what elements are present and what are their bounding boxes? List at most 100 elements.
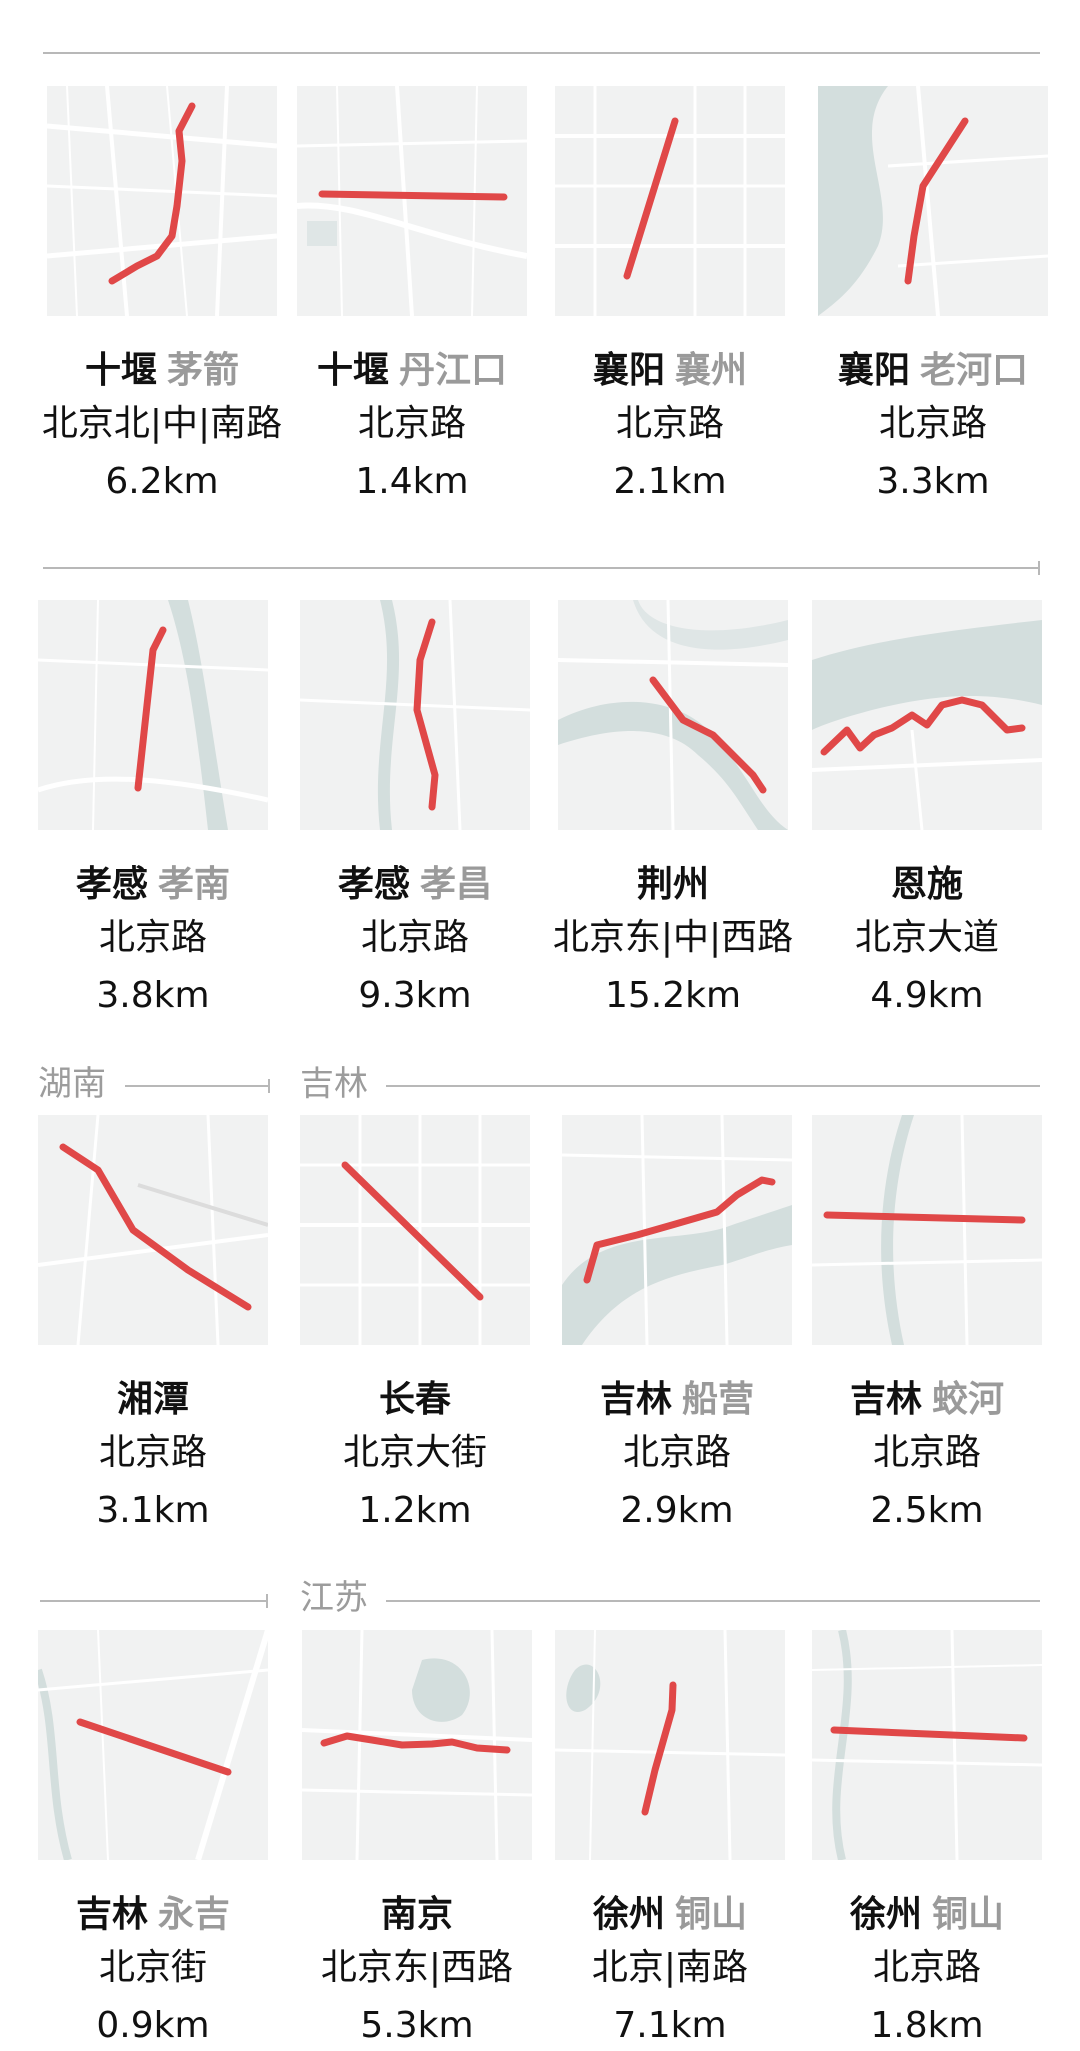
route-title: 孝感 孝南 xyxy=(8,862,298,908)
route-map xyxy=(562,1115,792,1345)
route-title: 吉林 永吉 xyxy=(8,1892,298,1938)
road-length: 2.5km xyxy=(870,1490,984,1531)
route-title: 十堰 丹江口 xyxy=(267,348,557,394)
road-length: 2.9km xyxy=(620,1490,734,1531)
jilin-divider xyxy=(386,1085,1040,1087)
road-name: 北京街 xyxy=(98,1947,207,1988)
city-name: 南京 xyxy=(380,1894,453,1935)
route-title: 十堰 茅箭 xyxy=(17,348,307,394)
region-label-jilin: 吉林 xyxy=(300,1064,368,1104)
district-name: 襄州 xyxy=(675,350,748,391)
road-length: 7.1km xyxy=(613,2005,727,2046)
road-length: 1.4km xyxy=(355,461,469,502)
district-name: 茅箭 xyxy=(167,350,240,391)
road-name: 北京东|西路 xyxy=(320,1947,514,1988)
road-name: 北京路 xyxy=(360,917,469,958)
district-name: 铜山 xyxy=(675,1894,748,1935)
route-title: 徐州 铜山 xyxy=(782,1892,1072,1938)
route-map xyxy=(300,600,530,830)
road-length: 6.2km xyxy=(105,461,219,502)
divider-end-cap xyxy=(1038,561,1040,575)
district-name: 丹江口 xyxy=(399,350,508,391)
section-divider-top xyxy=(43,52,1040,54)
route-map xyxy=(555,86,785,316)
route-title: 南京 xyxy=(272,1892,562,1938)
road-name: 北京路 xyxy=(872,1432,981,1473)
city-name: 吉林 xyxy=(75,1894,148,1935)
route-title: 吉林 船营 xyxy=(532,1377,822,1423)
route-map xyxy=(300,1115,530,1345)
route-title: 荆州 xyxy=(528,862,818,908)
road-name: 北京路 xyxy=(872,1947,981,1988)
divider-end-cap xyxy=(268,1079,270,1093)
region-label-jiangsu: 江苏 xyxy=(300,1578,368,1618)
district-name: 孝南 xyxy=(158,864,231,905)
road-length: 3.1km xyxy=(96,1490,210,1531)
city-name: 孝感 xyxy=(337,864,410,905)
route-title: 孝感 孝昌 xyxy=(270,862,560,908)
route-map xyxy=(38,1115,268,1345)
route-title: 恩施 xyxy=(782,862,1072,908)
city-name: 孝感 xyxy=(75,864,148,905)
road-length: 0.9km xyxy=(96,2005,210,2046)
route-map xyxy=(38,1630,268,1860)
route-map xyxy=(558,600,788,830)
road-length: 15.2km xyxy=(604,975,742,1016)
route-title: 湘潭 xyxy=(8,1377,298,1423)
route-map xyxy=(812,600,1042,830)
district-name: 船营 xyxy=(682,1379,755,1420)
district-name: 蛟河 xyxy=(932,1379,1005,1420)
road-name: 北京|南路 xyxy=(591,1947,749,1988)
route-title: 襄阳 襄州 xyxy=(525,348,815,394)
district-name: 老河口 xyxy=(920,350,1029,391)
city-name: 襄阳 xyxy=(837,350,910,391)
road-name: 北京北|中|南路 xyxy=(41,403,283,444)
road-length: 9.3km xyxy=(358,975,472,1016)
city-name: 徐州 xyxy=(849,1894,922,1935)
jiangsu-left-divider xyxy=(40,1600,268,1602)
district-name: 孝昌 xyxy=(420,864,493,905)
road-length: 5.3km xyxy=(360,2005,474,2046)
road-length: 1.8km xyxy=(870,2005,984,2046)
road-length: 4.9km xyxy=(870,975,984,1016)
city-name: 襄阳 xyxy=(592,350,665,391)
road-name: 北京路 xyxy=(98,917,207,958)
route-map xyxy=(47,86,277,316)
route-map xyxy=(302,1630,532,1860)
road-length: 1.2km xyxy=(358,1490,472,1531)
road-name: 北京大街 xyxy=(342,1432,487,1473)
section-divider-2 xyxy=(43,567,1040,569)
route-map xyxy=(38,600,268,830)
route-map xyxy=(818,86,1048,316)
city-name: 徐州 xyxy=(592,1894,665,1935)
route-map xyxy=(812,1115,1042,1345)
route-map xyxy=(555,1630,785,1860)
route-title: 徐州 铜山 xyxy=(525,1892,815,1938)
road-name: 北京东|中|西路 xyxy=(552,917,794,958)
region-label-hunan: 湖南 xyxy=(38,1064,106,1104)
district-name: 永吉 xyxy=(158,1894,231,1935)
hunan-divider xyxy=(125,1085,270,1087)
route-title: 襄阳 老河口 xyxy=(788,348,1078,394)
city-name: 荆州 xyxy=(636,864,709,905)
road-name: 北京路 xyxy=(878,403,987,444)
city-name: 湘潭 xyxy=(116,1379,189,1420)
route-map xyxy=(812,1630,1042,1860)
road-name: 北京路 xyxy=(98,1432,207,1473)
road-name: 北京大道 xyxy=(854,917,999,958)
city-name: 恩施 xyxy=(890,864,963,905)
city-name: 长春 xyxy=(378,1379,451,1420)
city-name: 吉林 xyxy=(599,1379,672,1420)
road-length: 3.3km xyxy=(876,461,990,502)
road-length: 3.8km xyxy=(96,975,210,1016)
divider-end-cap xyxy=(266,1594,268,1608)
route-title: 吉林 蛟河 xyxy=(782,1377,1072,1423)
road-name: 北京路 xyxy=(622,1432,731,1473)
city-name: 十堰 xyxy=(84,350,157,391)
road-length: 2.1km xyxy=(613,461,727,502)
district-name: 铜山 xyxy=(932,1894,1005,1935)
road-name: 北京路 xyxy=(615,403,724,444)
route-map xyxy=(297,86,527,316)
city-name: 吉林 xyxy=(849,1379,922,1420)
road-name: 北京路 xyxy=(357,403,466,444)
